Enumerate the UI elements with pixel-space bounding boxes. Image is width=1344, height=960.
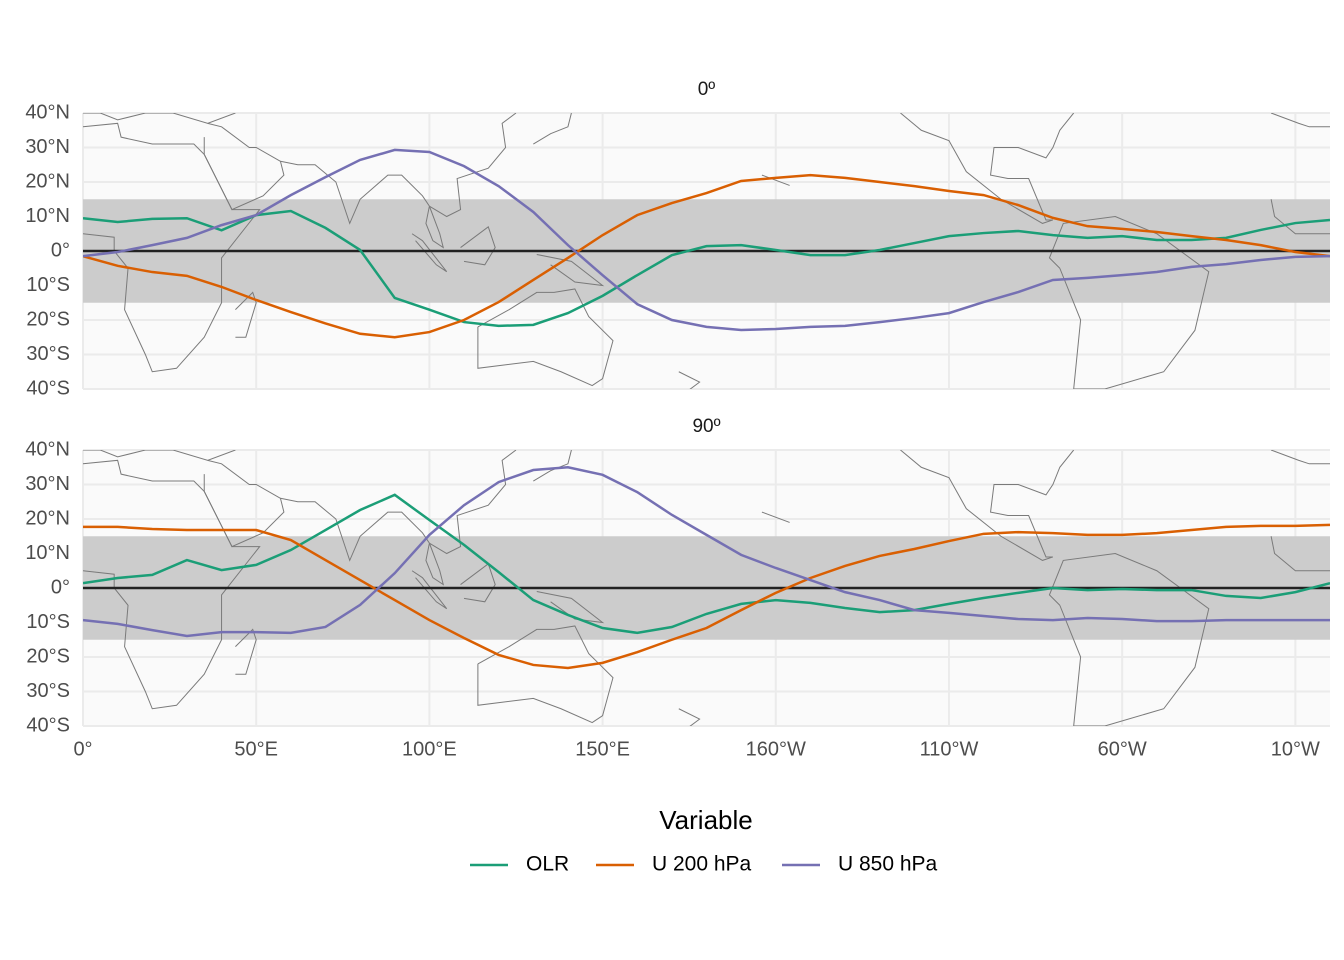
y-tick-label: 20°N bbox=[25, 507, 70, 529]
legend-label: OLR bbox=[526, 853, 569, 876]
y-tick-label: 0° bbox=[51, 576, 70, 598]
series-line bbox=[83, 523, 1330, 670]
y-tick-label: 10°S bbox=[26, 274, 70, 296]
coastline bbox=[900, 113, 1075, 224]
coastline bbox=[83, 450, 236, 461]
coastline bbox=[235, 628, 257, 675]
coastline bbox=[203, 122, 285, 211]
x-tick-label: 50°E bbox=[234, 738, 278, 760]
coastline bbox=[203, 459, 285, 548]
series-line bbox=[83, 209, 1330, 328]
legend-label: U 200 hPa bbox=[652, 853, 752, 876]
series-line bbox=[83, 148, 1330, 332]
y-tick-label: 10°S bbox=[26, 611, 70, 633]
coastline bbox=[1270, 450, 1330, 465]
facet-title: 90º bbox=[692, 416, 720, 437]
coastline bbox=[678, 371, 701, 389]
facet-title: 0º bbox=[698, 79, 716, 100]
legend-label: U 850 hPa bbox=[838, 853, 938, 876]
y-tick-label: 30°S bbox=[26, 680, 70, 702]
x-tick-label: 110°W bbox=[920, 738, 979, 760]
coastline bbox=[1048, 215, 1210, 389]
legend-title: Variable bbox=[659, 805, 752, 835]
x-tick-label: 100°E bbox=[402, 738, 457, 760]
coastline bbox=[1270, 536, 1330, 572]
coastline bbox=[761, 511, 790, 523]
x-tick-label: 60°W bbox=[1098, 738, 1147, 760]
coastline bbox=[411, 570, 448, 610]
coastlines bbox=[83, 113, 1330, 389]
coastline bbox=[900, 450, 1075, 561]
coastline bbox=[83, 459, 261, 710]
y-tick-label: 10°N bbox=[25, 542, 70, 564]
coastline bbox=[280, 450, 517, 586]
coastline bbox=[411, 233, 448, 273]
y-tick-label: 40°N bbox=[25, 101, 70, 123]
coastline bbox=[460, 226, 496, 266]
coastline bbox=[477, 288, 614, 387]
y-tick-label: 30°S bbox=[26, 343, 70, 365]
coastline bbox=[533, 113, 572, 145]
coastline bbox=[1270, 113, 1330, 128]
series-line bbox=[83, 493, 1330, 635]
x-tick-label: 10°W bbox=[1271, 738, 1320, 760]
y-tick-label: 30°N bbox=[25, 473, 70, 495]
y-tick-label: 40°S bbox=[26, 714, 70, 736]
x-tick-label: 160°W bbox=[746, 738, 806, 760]
coastline bbox=[1048, 552, 1210, 726]
x-tick-label: 0° bbox=[73, 738, 92, 760]
coastline bbox=[678, 708, 701, 726]
y-tick-label: 40°N bbox=[25, 438, 70, 460]
y-tick-label: 30°N bbox=[25, 136, 70, 158]
series-line bbox=[83, 173, 1330, 339]
coastline bbox=[83, 113, 236, 124]
x-tick-label: 150°E bbox=[575, 738, 630, 760]
series-line bbox=[83, 465, 1330, 638]
coastline bbox=[761, 174, 790, 186]
coastline bbox=[536, 253, 605, 287]
coastline bbox=[477, 625, 614, 724]
y-tick-label: 0° bbox=[51, 239, 70, 261]
y-tick-label: 20°S bbox=[26, 645, 70, 667]
y-tick-label: 40°S bbox=[26, 377, 70, 399]
y-tick-label: 20°N bbox=[25, 170, 70, 192]
coastline bbox=[460, 563, 496, 603]
y-tick-label: 10°N bbox=[25, 205, 70, 227]
coastline bbox=[280, 113, 517, 249]
coastline bbox=[235, 291, 257, 338]
y-tick-label: 20°S bbox=[26, 308, 70, 330]
